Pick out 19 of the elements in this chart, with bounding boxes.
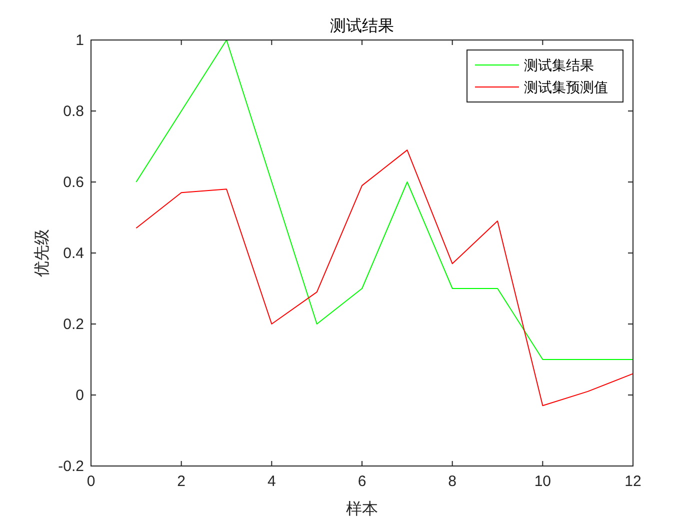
legend-label: 测试集预测值 xyxy=(524,80,608,96)
x-tick-label: 0 xyxy=(86,473,96,490)
x-tick-label: 6 xyxy=(358,473,366,490)
y-tick-label: -0.2 xyxy=(58,458,84,475)
x-axis-title: 样本 xyxy=(346,500,378,518)
y-tick-label: 0.4 xyxy=(63,245,84,262)
legend-label: 测试集结果 xyxy=(524,58,594,74)
x-tick-label: 4 xyxy=(267,473,276,490)
y-axis-title: 优先级 xyxy=(33,229,51,277)
y-tick-label: 0 xyxy=(76,387,84,404)
x-tick-label: 8 xyxy=(448,473,457,490)
chart-title: 测试结果 xyxy=(330,17,394,35)
x-tick-label: 10 xyxy=(534,473,552,490)
y-tick-label: 0.6 xyxy=(63,174,84,191)
y-tick-label: 1 xyxy=(76,32,84,49)
y-tick-label: 0.8 xyxy=(63,103,84,120)
x-tick-label: 2 xyxy=(177,473,186,490)
x-tick-label: 12 xyxy=(624,473,642,490)
y-tick-label: 0.2 xyxy=(63,316,84,333)
